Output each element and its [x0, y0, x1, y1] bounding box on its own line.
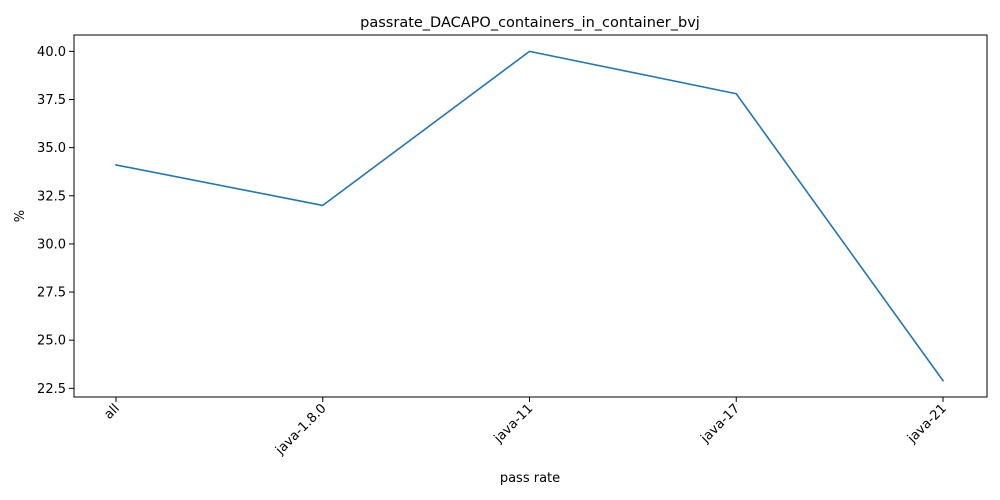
- y-tick-label: 25.0: [37, 334, 66, 349]
- x-tick-label: java-21: [904, 401, 950, 447]
- y-axis-label: %: [13, 210, 28, 222]
- chart-title: passrate_DACAPO_containers_in_container_…: [360, 15, 700, 31]
- x-tick-label: java-17: [697, 401, 743, 447]
- x-tick-label: java-1.8.0: [272, 401, 329, 458]
- y-tick-label: 37.5: [37, 93, 66, 108]
- y-tick-label: 30.0: [37, 237, 66, 252]
- y-tick-label: 35.0: [37, 141, 66, 156]
- series-layer: [115, 50, 945, 382]
- x-axis-label: pass rate: [500, 471, 560, 486]
- y-tick-label: 27.5: [37, 286, 66, 301]
- x-tick-label: all: [101, 401, 122, 422]
- y-axis-ticks: 22.5 25.0 27.5 30.0 32.5 35.0 37.5 40.0: [37, 45, 74, 397]
- y-tick-label: 22.5: [37, 382, 66, 397]
- y-tick-label: 32.5: [37, 189, 66, 204]
- x-tick-label: java-11: [491, 401, 537, 447]
- y-tick-label: 40.0: [37, 45, 66, 60]
- x-axis-ticks: all java-1.8.0 java-11 java-17 java-21: [101, 397, 950, 459]
- plot-frame: [73, 34, 988, 398]
- series-line: [115, 50, 945, 382]
